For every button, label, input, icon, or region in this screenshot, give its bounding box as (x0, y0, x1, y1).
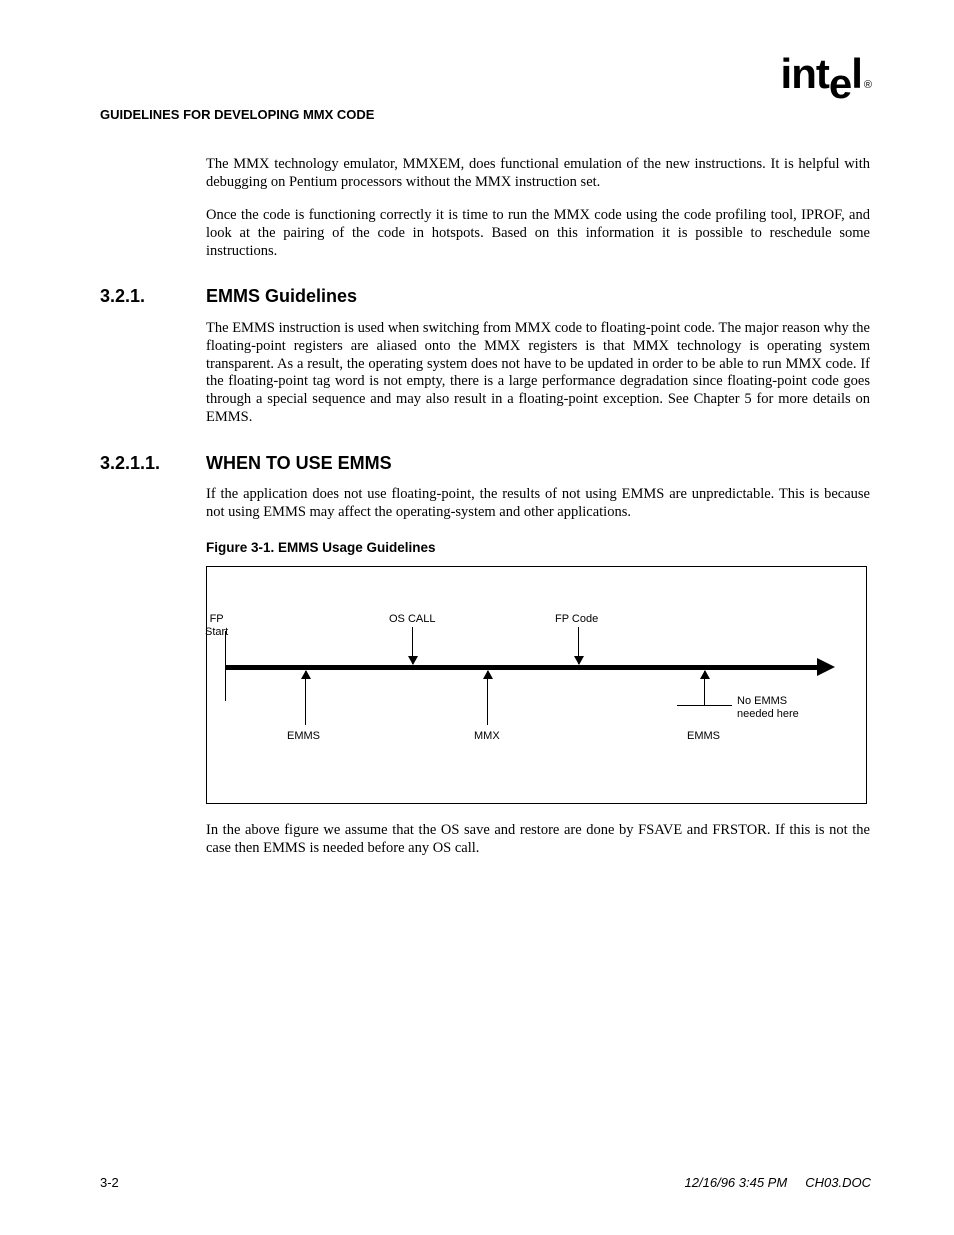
timeline-axis (225, 665, 821, 670)
section-number: 3.2.1. (100, 286, 174, 308)
label-mmx: MMX (474, 730, 500, 743)
paragraph: Once the code is functioning correctly i… (206, 207, 870, 260)
paragraph: The EMMS instruction is used when switch… (206, 320, 870, 426)
page-number: 3-2 (100, 1175, 119, 1190)
label-emms: EMMS (287, 730, 320, 743)
label-emms: EMMS (687, 730, 720, 743)
paragraph: The MMX technology emulator, MMXEM, does… (206, 156, 870, 191)
arrow-down-icon (578, 627, 579, 664)
label-fp-code: FP Code (555, 613, 598, 626)
arrow-up-icon (305, 671, 306, 725)
arrow-up-icon (704, 671, 705, 705)
label-no-emms: No EMMS needed here (737, 695, 799, 720)
footer-filename: CH03.DOC (805, 1175, 871, 1190)
logo-text-post: l (851, 50, 862, 97)
brand-logo: intel® (781, 50, 871, 98)
arrow-up-icon (487, 671, 488, 725)
section-number: 3.2.1.1. (100, 453, 174, 475)
logo-text-e: e (829, 60, 851, 108)
figure-emms-timeline: FP Start OS CALL FP Code EMMS MMX EMMS N… (206, 566, 867, 804)
running-header: GUIDELINES FOR DEVELOPING MMX CODE (100, 107, 374, 122)
paragraph: If the application does not use floating… (206, 486, 870, 521)
arrow-base-tick (677, 705, 732, 706)
section-title: WHEN TO USE EMMS (206, 453, 392, 475)
label-fp-start: FP Start (205, 613, 228, 638)
registered-mark: ® (864, 79, 871, 91)
paragraph: In the above figure we assume that the O… (206, 822, 870, 857)
logo-text-pre: int (781, 50, 829, 97)
footer-meta: 12/16/96 3:45 PM CH03.DOC (685, 1175, 871, 1190)
footer-date: 12/16/96 3:45 PM (685, 1175, 788, 1190)
timeline-arrowhead-icon (817, 658, 835, 676)
subsection-heading: 3.2.1.1. WHEN TO USE EMMS (100, 453, 870, 475)
section-heading: 3.2.1. EMMS Guidelines (100, 286, 870, 308)
page-body: The MMX technology emulator, MMXEM, does… (100, 156, 870, 874)
arrow-down-icon (412, 627, 413, 664)
section-title: EMMS Guidelines (206, 286, 357, 308)
figure-caption: Figure 3-1. EMMS Usage Guidelines (206, 540, 870, 556)
label-os-call: OS CALL (389, 613, 435, 626)
